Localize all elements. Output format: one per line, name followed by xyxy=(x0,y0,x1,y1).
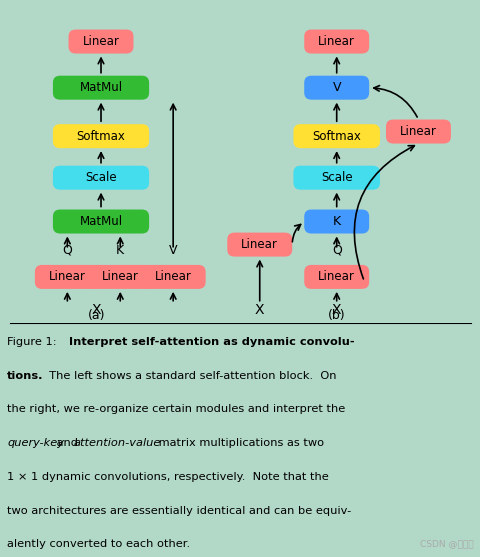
Text: MatMul: MatMul xyxy=(79,215,122,228)
Text: Scale: Scale xyxy=(320,171,352,184)
Text: X: X xyxy=(91,303,101,317)
FancyBboxPatch shape xyxy=(303,76,369,100)
Text: Q: Q xyxy=(62,243,72,257)
FancyBboxPatch shape xyxy=(53,209,149,233)
FancyBboxPatch shape xyxy=(53,76,149,100)
Text: MatMul: MatMul xyxy=(79,81,122,94)
FancyBboxPatch shape xyxy=(87,265,152,289)
Text: Softmax: Softmax xyxy=(76,130,125,143)
FancyBboxPatch shape xyxy=(303,30,369,53)
Text: matrix multiplications as two: matrix multiplications as two xyxy=(155,438,324,448)
Point xyxy=(0,507,4,514)
Text: Linear: Linear xyxy=(102,270,138,284)
Text: Linear: Linear xyxy=(155,270,191,284)
FancyBboxPatch shape xyxy=(140,265,205,289)
Text: V: V xyxy=(332,81,340,94)
Text: query-key: query-key xyxy=(7,438,64,448)
Text: Scale: Scale xyxy=(85,171,117,184)
FancyBboxPatch shape xyxy=(385,120,450,144)
Text: (a): (a) xyxy=(87,309,105,322)
Text: Linear: Linear xyxy=(318,35,354,48)
FancyBboxPatch shape xyxy=(35,265,100,289)
Text: X: X xyxy=(254,303,264,317)
FancyBboxPatch shape xyxy=(68,30,133,53)
Text: The left shows a standard self-attention block.  On: The left shows a standard self-attention… xyxy=(42,371,336,381)
Text: tions.: tions. xyxy=(7,371,44,381)
Text: Linear: Linear xyxy=(318,270,354,284)
Text: alently converted to each other.: alently converted to each other. xyxy=(7,539,190,549)
Text: X: X xyxy=(331,303,341,317)
Text: CSDN @美芒尘: CSDN @美芒尘 xyxy=(420,539,473,548)
Text: Linear: Linear xyxy=(83,35,119,48)
Text: (b): (b) xyxy=(327,309,345,322)
FancyBboxPatch shape xyxy=(53,124,149,148)
Point xyxy=(44,507,50,514)
Text: Linear: Linear xyxy=(241,238,277,251)
Text: Linear: Linear xyxy=(399,125,436,138)
FancyBboxPatch shape xyxy=(293,165,379,190)
Text: attention-value: attention-value xyxy=(73,438,160,448)
Text: Q: Q xyxy=(331,243,341,257)
FancyBboxPatch shape xyxy=(227,233,292,257)
Text: K: K xyxy=(332,215,340,228)
Text: the right, we re-organize certain modules and interpret the: the right, we re-organize certain module… xyxy=(7,404,345,414)
Text: K: K xyxy=(116,243,124,257)
FancyBboxPatch shape xyxy=(53,165,149,190)
Text: and: and xyxy=(53,438,82,448)
Text: Linear: Linear xyxy=(49,270,85,284)
Text: Softmax: Softmax xyxy=(312,130,360,143)
FancyBboxPatch shape xyxy=(303,209,369,233)
Text: 1 × 1 dynamic convolutions, respectively.  Note that the: 1 × 1 dynamic convolutions, respectively… xyxy=(7,472,328,482)
FancyBboxPatch shape xyxy=(303,265,369,289)
FancyBboxPatch shape xyxy=(293,124,379,148)
Text: two architectures are essentially identical and can be equiv-: two architectures are essentially identi… xyxy=(7,506,351,516)
Text: Figure 1:: Figure 1: xyxy=(7,337,57,347)
Text: V: V xyxy=(168,243,177,257)
Text: Interpret self-attention as dynamic convolu-: Interpret self-attention as dynamic conv… xyxy=(65,337,354,347)
